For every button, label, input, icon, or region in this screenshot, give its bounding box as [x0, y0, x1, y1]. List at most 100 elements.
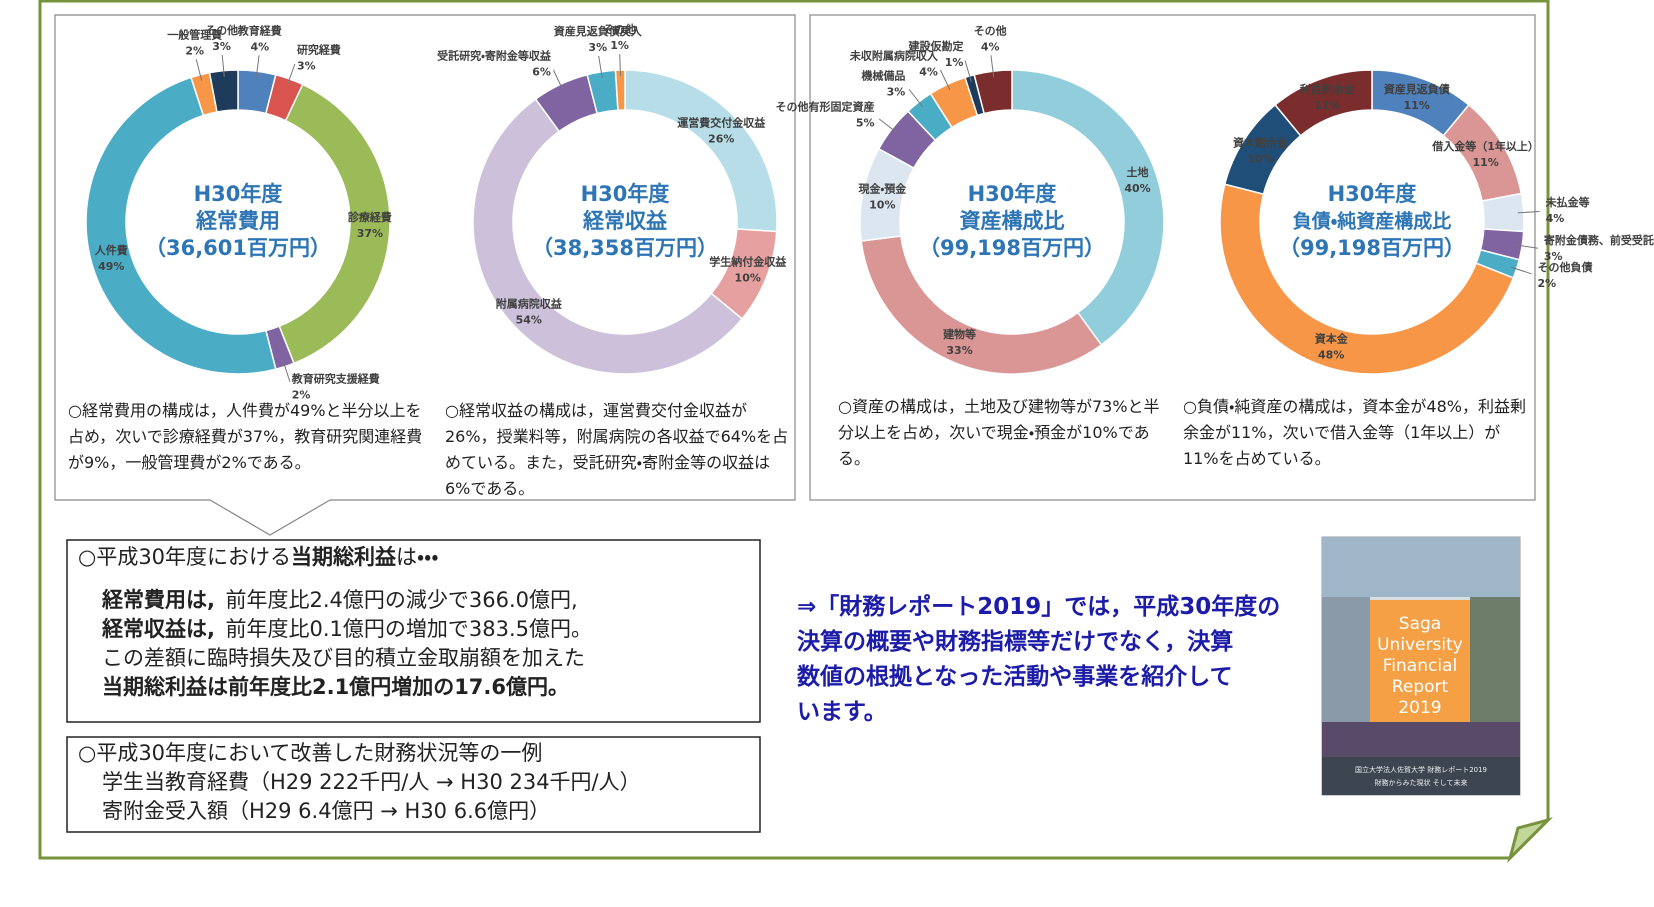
caption: ○資産の構成は，土地及び建物等が73%と半分以上を占め，次いで現金・預金が10%… — [838, 397, 1160, 468]
heading: ○平成30年度における当期総利益は・・・ — [78, 543, 592, 572]
segment-value: 3% — [1544, 250, 1563, 263]
center-text: H30年度 — [194, 182, 283, 206]
donut-segment — [208, 69, 239, 113]
profit-text: ○平成30年度における当期総利益は・・・ 経常費用は, 前年度比2.4億円の減少… — [78, 543, 592, 702]
segment-label: 建物等 — [942, 327, 976, 341]
segment-label: 寄附金債務、前受受託研究費等 — [1544, 233, 1654, 247]
donut-segment — [85, 76, 277, 375]
donut-segment — [1011, 69, 1165, 347]
leader-line — [282, 360, 291, 382]
segment-label: 人件費 — [94, 243, 128, 257]
segment-label: 運営費交付金収益 — [677, 116, 766, 130]
leader-line — [221, 54, 225, 77]
profit-box — [66, 539, 761, 723]
center-text: （38,358百万円） — [532, 236, 718, 260]
segment-value: 4% — [250, 40, 269, 53]
example-text: ○平成30年度において改善した財務状況等の一例 学生当教育経費（H29 222千… — [78, 739, 641, 826]
leader-line — [1516, 244, 1539, 249]
segment-label: 未払金等 — [1545, 195, 1590, 209]
line: 学生当教育経費（H29 222千円/人 → H30 234千円/人） — [102, 770, 641, 794]
line: ○平成30年度において改善した財務状況等の一例 — [78, 741, 543, 765]
segment-label: 利益剰余金 — [1300, 82, 1355, 96]
segment-label: その他 — [603, 22, 636, 36]
segment-label: 学生納付金収益 — [709, 255, 787, 269]
segment-label: その他有形固定資産 — [776, 99, 875, 113]
segment-label: 資産見返負債戻入 — [554, 24, 642, 38]
segment-label: 借入金等（1年以上） — [1431, 139, 1539, 153]
donut-segment — [278, 83, 391, 365]
segment-value: 10% — [1247, 152, 1273, 165]
leader-line — [940, 69, 951, 91]
segment-value: 2% — [1537, 277, 1556, 290]
folded-corner — [1507, 817, 1554, 864]
segment-label: 受託研究・寄附金等収益 — [437, 49, 552, 63]
segment-label: 土地 — [1127, 165, 1149, 179]
line: 当期総利益は前年度比2.1億円増加の17.6億円。 — [102, 673, 592, 702]
text: ○平成30年度における — [78, 545, 292, 569]
center-text: 経常収益 — [582, 209, 668, 233]
segment-value: 4% — [919, 66, 938, 79]
center-text: H30年度 — [581, 182, 670, 206]
segment-value: 54% — [516, 313, 542, 326]
center-text: （99,198百万円） — [919, 236, 1105, 260]
leader-line — [255, 55, 260, 78]
segment-label: その他 — [974, 23, 1007, 37]
segment-value: 10% — [869, 198, 895, 211]
segment-value: 11% — [1472, 156, 1498, 169]
cover-title: 2019 — [1398, 698, 1441, 718]
segment-value: 10% — [735, 272, 761, 285]
segment-label: その他 — [205, 23, 238, 37]
leader-line — [990, 55, 995, 78]
line: 経常収益は, 前年度比0.1億円の増加で383.5億円。 — [102, 615, 592, 644]
donut-segment — [1274, 69, 1373, 137]
leader-line — [964, 60, 972, 82]
line: います。 — [797, 699, 887, 725]
segment-value: 6% — [532, 66, 551, 79]
report-cover — [1321, 536, 1521, 796]
cover-photo — [1322, 537, 1520, 597]
segment-label: 資産見返負債 — [1384, 82, 1450, 96]
text: この差額に臨時損失及び目的積立金取崩額を加えた — [102, 646, 585, 670]
leader-line — [878, 118, 897, 133]
segment-value: 1% — [610, 39, 629, 52]
line: 決算の概要や財務指標等だけでなく，決算 — [797, 629, 1234, 655]
cover-title: Financial — [1383, 656, 1457, 676]
segment-value: 4% — [981, 40, 1000, 53]
text: 当期総利益は前年度比2.1億円増加の17.6億円。 — [102, 675, 570, 699]
leader-line — [1517, 210, 1540, 214]
text: 当期総利益 — [291, 545, 397, 569]
segment-value: 26% — [708, 133, 734, 146]
donut-segment — [1219, 183, 1515, 375]
cover-title: University — [1377, 635, 1463, 655]
segment-value: 33% — [946, 344, 972, 357]
promo: ⇒「財務レポート2019」では，平成30年度の 決算の概要や財務指標等だけでなく… — [797, 590, 1317, 730]
left-panel — [54, 14, 796, 536]
text: 経常収益は, — [102, 617, 215, 641]
cover-title-box — [1370, 600, 1470, 722]
line: 寄附金受入額（H29 6.4億円 → H30 6.6億円） — [102, 799, 551, 823]
segment-value: 1% — [945, 56, 964, 69]
segment-value: 48% — [1318, 349, 1344, 362]
leader-line — [619, 54, 621, 77]
segment-label: 一般管理費 — [167, 27, 222, 41]
cover-title: Report — [1392, 677, 1449, 697]
segment-label: 資本金 — [1315, 332, 1348, 346]
segment-value: 3% — [588, 41, 607, 54]
segment-value: 3% — [887, 86, 906, 99]
leader-line — [598, 55, 603, 78]
segment-label: 機械備品 — [861, 69, 905, 83]
example-box — [66, 736, 761, 833]
leader-line — [1510, 266, 1532, 275]
segment-value: 5% — [856, 116, 875, 129]
text: 経常費用は, — [102, 588, 215, 612]
cover-footer-text: 国立大学法人佐賀大学 財務レポート2019 — [1355, 765, 1487, 774]
text: は・・・ — [396, 545, 439, 569]
text: 前年度比2.4億円の減少で366.0億円, — [225, 588, 578, 612]
segment-label: その他負債 — [1537, 260, 1592, 274]
cover-footer-text: 財務からみた現状 そして未来 — [1374, 778, 1467, 787]
caption: ○負債・純資産の構成は，資本金が48%，利益剰余金が11%，次いで借入金等（1年… — [1183, 397, 1526, 468]
segment-label: 教育経費 — [237, 23, 282, 37]
segment-label: 現金・預金 — [858, 181, 906, 195]
